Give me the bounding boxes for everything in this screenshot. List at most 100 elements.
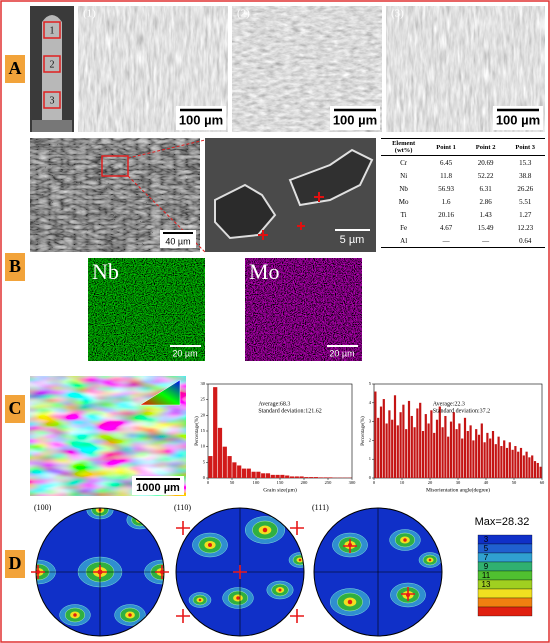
- y-tick-label: 1: [369, 456, 371, 461]
- table-cell: Mo: [398, 197, 409, 206]
- pf-marker: [31, 565, 45, 579]
- table-cell: Fe: [400, 223, 408, 232]
- hist-bar: [309, 477, 314, 478]
- point-markers: [258, 192, 324, 240]
- map-element: Mo: [249, 259, 280, 284]
- table-header-cell: Point 1: [426, 138, 466, 156]
- table-row: Nb 56.93 6.31 26.26: [381, 182, 545, 195]
- sample-box: [43, 55, 61, 73]
- hist-bar: [213, 387, 218, 478]
- hist-bar: [222, 446, 227, 478]
- hist-bar: [508, 442, 511, 478]
- panel-label-box: [5, 253, 25, 281]
- hist-bar: [469, 425, 472, 478]
- hist-bar: [419, 402, 422, 478]
- scale-label: 1000 µm: [136, 482, 180, 494]
- hist-bar: [304, 477, 309, 478]
- hist-bar: [438, 406, 441, 478]
- table-header: Element (wt%) Point 1 Point 2 Point 3: [381, 138, 545, 156]
- legend-tick-label: 7: [484, 553, 489, 562]
- zoom-box: [101, 155, 129, 177]
- x-tick-label: 100: [253, 480, 261, 485]
- pf-contour: [126, 510, 154, 530]
- hist-bar: [217, 427, 223, 478]
- panel-label: B: [9, 256, 21, 276]
- hist-bar: [299, 476, 304, 478]
- micrograph-label: (1): [83, 8, 96, 20]
- y-tick-label: 15: [201, 428, 206, 433]
- y-axis-label: Percentage(%): [361, 416, 366, 446]
- scale-label: 100 µm: [179, 112, 223, 127]
- hist-bar: [491, 431, 495, 478]
- pf-marker: [290, 521, 304, 535]
- hist-bar: [289, 476, 295, 478]
- hist-bar: [377, 417, 380, 478]
- y-tick-label: 30: [201, 381, 206, 386]
- table-cell: —: [426, 234, 466, 248]
- x-tick-label: 0: [373, 480, 376, 485]
- hist-bar: [430, 410, 433, 478]
- table-header-cell: Element (wt%): [381, 138, 427, 156]
- table-cell: 1.43: [479, 210, 492, 219]
- hist-bar: [522, 455, 525, 478]
- x-tick-label: 60: [540, 480, 545, 485]
- hist-bar: [500, 446, 503, 478]
- hist-bar: [483, 442, 486, 478]
- x-tick-label: 300: [349, 480, 357, 485]
- legend-tick-label: 9: [484, 562, 489, 571]
- table-cell: 4.67: [439, 223, 453, 232]
- y-tick-label: 0: [203, 475, 206, 480]
- pf-peak: [236, 596, 240, 600]
- panel-label-box: [5, 550, 25, 578]
- hist-bar: [208, 456, 213, 478]
- pf-marker: [343, 539, 357, 553]
- table-cell: 52.22: [477, 171, 494, 180]
- hist-bar: [449, 421, 453, 478]
- hist-bar: [536, 462, 539, 478]
- hist-bar: [477, 434, 481, 478]
- hist-bar: [447, 436, 450, 478]
- table-cell: 12.23: [517, 223, 534, 232]
- pf-peak: [262, 527, 268, 533]
- hist-bar: [533, 461, 537, 478]
- x-tick-label: 250: [325, 480, 333, 485]
- x-tick-label: 50: [230, 480, 235, 485]
- hist-bar: [285, 475, 290, 478]
- sample-box: [43, 91, 61, 109]
- hist-bar: [261, 473, 266, 478]
- micrograph-label: (3): [391, 8, 404, 20]
- hist-bar: [391, 419, 394, 478]
- hist-bar: [531, 455, 534, 478]
- y-tick-label: 20: [201, 412, 206, 417]
- table-cell: Nb: [399, 184, 408, 193]
- hist-bar: [382, 399, 385, 478]
- hist-bar: [421, 431, 425, 478]
- y-tick-label: 4: [369, 400, 372, 405]
- pf-peak: [208, 543, 212, 547]
- hist-bar: [494, 444, 497, 478]
- table-cell: 56.93: [438, 184, 454, 193]
- hist-bar: [328, 477, 333, 478]
- hist-bar: [435, 419, 439, 478]
- zoom-line: [127, 139, 206, 159]
- legend-tick-label: 3: [484, 535, 489, 544]
- table-row: Fe 4.67 15.49 12.23: [381, 221, 545, 234]
- hist-bar: [497, 436, 500, 478]
- y-tick-label: 10: [201, 444, 206, 449]
- table-row: Ti 20.16 1.43 1.27: [381, 208, 545, 221]
- ipf-key: [139, 379, 181, 406]
- hist-bar: [270, 474, 275, 478]
- hist-bar: [388, 410, 391, 478]
- y-tick-label: 5: [203, 459, 206, 464]
- table-cell: 15.49: [477, 223, 494, 232]
- hist-bar: [455, 429, 458, 478]
- scale-label: 100 µm: [496, 112, 540, 127]
- hist-bar: [232, 462, 237, 478]
- pf-peak: [403, 538, 407, 542]
- panel-label: A: [9, 58, 22, 78]
- table-cell: 6.31: [479, 184, 492, 193]
- legend-tick-label: 11: [482, 571, 491, 580]
- legend-band: [477, 606, 533, 617]
- x-tick-label: 150: [277, 480, 285, 485]
